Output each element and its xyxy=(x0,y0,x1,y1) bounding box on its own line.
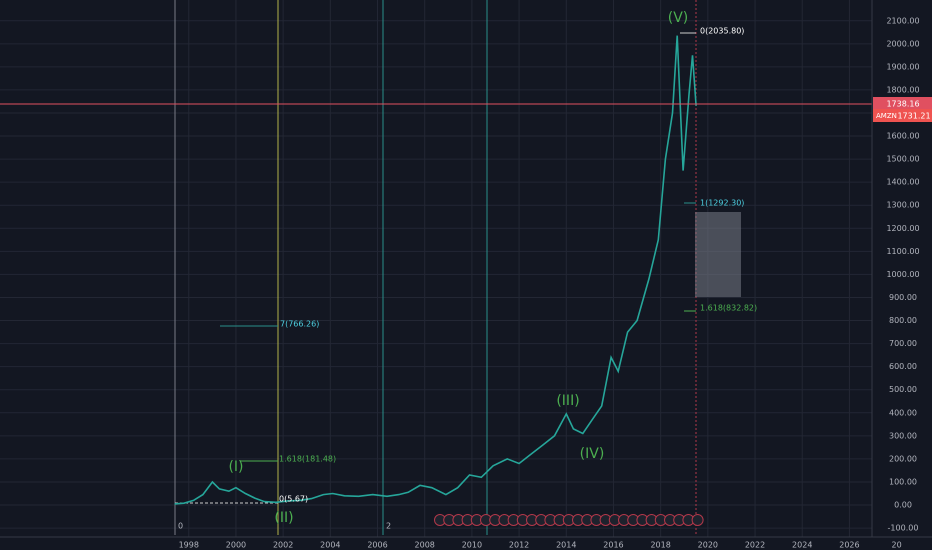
x-tick-label: 2024 xyxy=(792,541,812,550)
annotation: 1.618(832.82) xyxy=(700,304,757,313)
y-tick-label: 100.00 xyxy=(889,477,917,486)
y-tick-label: 2100.00 xyxy=(886,16,919,25)
x-tick-label: 2002 xyxy=(273,541,293,550)
price-tag-label: 1738.16 xyxy=(886,100,919,109)
projection-box xyxy=(695,212,741,297)
annotation: 7(766.26) xyxy=(280,320,319,329)
x-tick-label: 2012 xyxy=(509,541,529,550)
annotation: (IV) xyxy=(580,446,605,462)
x-tick-label: 2016 xyxy=(603,541,623,550)
x-tick-label: 20 xyxy=(892,541,902,550)
y-tick-label: -100.00 xyxy=(888,524,919,533)
symbol-label: AMZN xyxy=(876,112,897,120)
x-tick-label: 2014 xyxy=(556,541,576,550)
annotation: 0(5.67) xyxy=(279,495,308,504)
annotation: (V) xyxy=(668,10,689,26)
y-tick-label: 800.00 xyxy=(889,316,917,325)
y-tick-label: 1900.00 xyxy=(886,62,919,71)
y-tick-label: 1000.00 xyxy=(886,270,919,279)
y-tick-label: 2000.00 xyxy=(886,39,919,48)
price-tag xyxy=(873,97,932,110)
y-tick-label: 900.00 xyxy=(889,293,917,302)
x-tick-label: 2008 xyxy=(415,541,435,550)
annotation: 1.618(181.48) xyxy=(279,455,336,464)
annotation: 0(2035.80) xyxy=(700,27,744,36)
y-tick-label: 500.00 xyxy=(889,385,917,394)
annotation: 0 xyxy=(178,522,183,531)
y-tick-label: 1400.00 xyxy=(886,178,919,187)
x-tick-label: 2004 xyxy=(320,541,340,550)
y-tick-label: 1200.00 xyxy=(886,224,919,233)
y-tick-label: 200.00 xyxy=(889,454,917,463)
x-tick-label: 1998 xyxy=(179,541,199,550)
y-tick-label: 0.00 xyxy=(894,501,912,510)
x-tick-label: 2022 xyxy=(745,541,765,550)
y-tick-label: 300.00 xyxy=(889,431,917,440)
x-tick-label: 2010 xyxy=(462,541,482,550)
y-tick-label: 1600.00 xyxy=(886,132,919,141)
x-tick-label: 2026 xyxy=(839,541,859,550)
x-tick-label: 2006 xyxy=(367,541,387,550)
annotation: 1(1292.30) xyxy=(700,199,744,208)
annotation: (II) xyxy=(274,510,293,526)
annotation: 2 xyxy=(386,522,391,531)
y-tick-label: 1800.00 xyxy=(886,85,919,94)
y-tick-label: 700.00 xyxy=(889,339,917,348)
y-tick-label: 1300.00 xyxy=(886,201,919,210)
x-tick-label: 2018 xyxy=(650,541,670,550)
price-tag xyxy=(873,109,932,122)
x-tick-label: 2000 xyxy=(226,541,246,550)
event-marker xyxy=(691,514,704,526)
annotation: (III) xyxy=(556,393,579,409)
price-tag-label: 1731.21 xyxy=(897,112,930,121)
y-tick-label: 1100.00 xyxy=(886,247,919,256)
price-line xyxy=(174,35,697,505)
y-tick-label: 1500.00 xyxy=(886,155,919,164)
y-tick-label: 600.00 xyxy=(889,362,917,371)
price-axis xyxy=(872,0,932,550)
y-tick-label: 400.00 xyxy=(889,408,917,417)
annotation: (I) xyxy=(228,459,243,475)
x-tick-label: 2020 xyxy=(698,541,718,550)
plot: (V) 0(2035.80) 1(1292.30) 1.618(832.82) 7(76… xyxy=(174,10,757,531)
